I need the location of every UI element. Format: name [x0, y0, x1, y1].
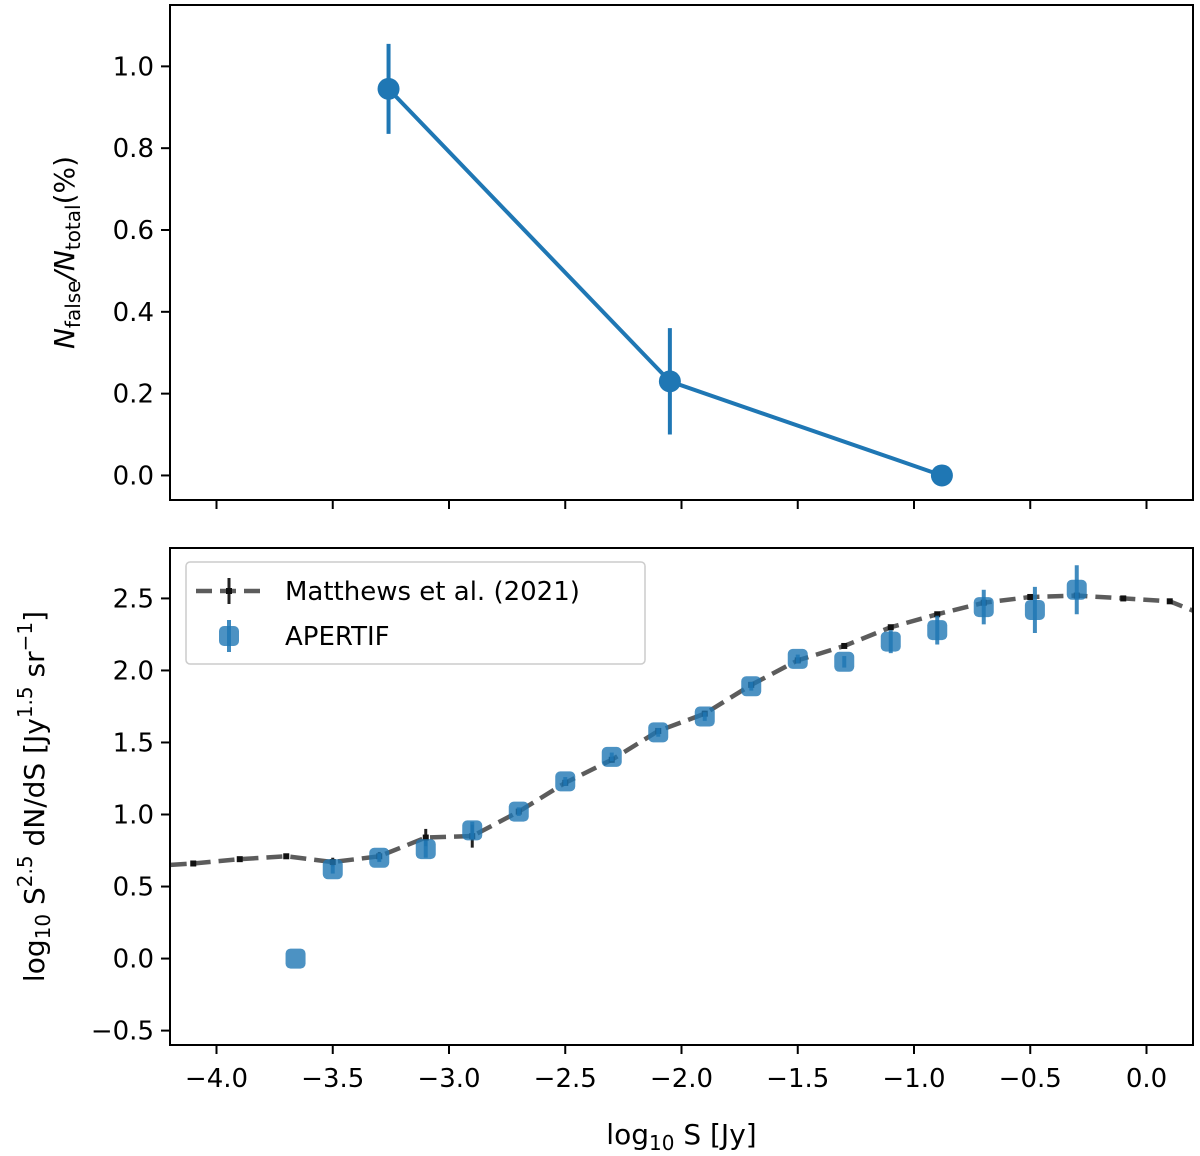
bottom-x-tick-label: −2.0: [650, 1064, 713, 1094]
top-y-axis-label: Nfalse/Ntotal(%): [48, 156, 85, 349]
bottom-y-tick-label: 2.0: [113, 656, 154, 686]
apertif-data-point: [322, 859, 343, 880]
ylabel-log-sub: 10: [31, 914, 55, 939]
ylabel-n: N: [48, 328, 81, 349]
ylabel-sub-false: false: [61, 281, 85, 329]
ylabel-sr: sr: [18, 651, 51, 686]
legend-apertif-icon: [219, 620, 239, 652]
bottom-x-tick-label: −3.0: [417, 1064, 480, 1094]
top-y-tick-label: 1.0: [113, 52, 154, 82]
bottom-x-tick-label: −1.0: [882, 1064, 945, 1094]
top-y-tick-label: 0.0: [113, 461, 154, 491]
bottom-y-tick-label: −0.5: [91, 1017, 154, 1047]
apertif-data-point: [834, 651, 855, 672]
bottom-x-tick-label: −0.5: [999, 1064, 1062, 1094]
ylabel-sub-total: total: [61, 204, 85, 250]
top-data-point: [377, 77, 400, 100]
ylabel-percent: (%): [48, 156, 81, 204]
bottom-y-tick-label: 1.5: [113, 728, 154, 758]
matthews-data-point: [1027, 593, 1034, 600]
xlabel-log: log: [606, 1118, 649, 1151]
apertif-data-point: [1024, 599, 1045, 620]
top-y-tick-label: 0.8: [113, 134, 154, 164]
apertif-data-point: [1066, 579, 1087, 600]
top-tick-labels: 0.0 0.2 0.4 0.6 0.8 1.0: [113, 52, 154, 491]
bottom-y-tick-label: 2.5: [113, 584, 154, 614]
apertif-data-point: [648, 722, 669, 743]
ylabel-s: S: [18, 887, 51, 914]
bottom-x-tick-label: −3.5: [301, 1064, 364, 1094]
legend: Matthews et al. (2021) APERTIF: [185, 561, 646, 665]
bottom-tick-labels: −4.0 −3.5 −3.0 −2.5 −2.0 −1.5 −1.0 −0.5 0.0 −0.5 0…: [91, 584, 1167, 1094]
ylabel-dnds: dN/dS [Jy: [18, 718, 51, 855]
xlabel-log-sub: 10: [649, 1131, 674, 1155]
bottom-x-tick-label: −1.5: [766, 1064, 829, 1094]
matthews-data-point: [422, 834, 429, 841]
top-y-tick-label: 0.4: [113, 298, 154, 328]
top-data-point: [658, 370, 681, 393]
matthews-data-point: [236, 856, 243, 863]
legend-matthews-label: Matthews et al. (2021): [285, 577, 580, 607]
matthews-data-point: [841, 642, 848, 649]
apertif-data-point: [415, 839, 436, 860]
bottom-y-tick-label: 0.5: [113, 873, 154, 903]
legend-apertif-label: APERTIF: [285, 622, 390, 652]
apertif-data-point: [694, 706, 715, 727]
legend-matthews-icon: [196, 578, 262, 604]
matthews-data-point: [1166, 598, 1173, 605]
top-series: [377, 43, 953, 487]
bottom-tick-marks: [161, 597, 1148, 1054]
matthews-data-point: [144, 863, 150, 869]
apertif-data-point: [787, 648, 808, 669]
apertif-data-point: [555, 771, 576, 792]
ylabel-sup-minus1: −1: [13, 622, 37, 651]
top-axes-frame: [169, 4, 1194, 501]
top-tick-marks: [161, 65, 1148, 509]
apertif-data-point: [508, 801, 529, 822]
apertif-series: [285, 565, 1087, 969]
bottom-x-tick-label: 0.0: [1126, 1064, 1167, 1094]
legend-box: [185, 561, 646, 665]
ylabel-sup-1-5: 1.5: [13, 686, 37, 718]
matthews-data-point: [1120, 595, 1127, 602]
bottom-x-tick-label: −4.0: [185, 1064, 248, 1094]
apertif-data-point: [369, 847, 390, 868]
bottom-panel: −4.0 −3.5 −3.0 −2.5 −2.0 −1.5 −1.0 −0.5 0.0 −0.5 0…: [13, 547, 1194, 1155]
ylabel-log: log: [18, 939, 51, 982]
ylabel-sup-2-5: 2.5: [13, 855, 37, 887]
apertif-data-point: [880, 631, 901, 652]
apertif-data-point: [462, 820, 483, 841]
top-y-tick-label: 0.2: [113, 380, 154, 410]
bottom-x-axis-label: log10 S [Jy]: [606, 1118, 756, 1155]
legend-apertif-marker: [219, 626, 239, 646]
ylabel-slash-n: /N: [48, 250, 81, 283]
apertif-data-point: [927, 620, 948, 641]
matthews-data-point: [887, 624, 894, 631]
legend-matthews-marker: [226, 588, 232, 594]
top-y-tick-label: 0.6: [113, 216, 154, 246]
matthews-data-point: [190, 860, 197, 867]
bottom-y-axis-label: log10 S2.5 dN/dS [Jy1.5 sr−1]: [13, 611, 55, 982]
apertif-data-point: [601, 746, 622, 767]
top-data-point: [930, 464, 953, 487]
bottom-y-tick-label: 0.0: [113, 945, 154, 975]
apertif-data-point: [973, 597, 994, 618]
top-series-line: [387, 87, 943, 478]
bottom-x-tick-label: −2.5: [534, 1064, 597, 1094]
bottom-axes-frame: [169, 547, 1194, 1046]
ylabel-bracket: ]: [18, 611, 51, 622]
matthews-data-point: [283, 853, 290, 860]
top-panel: 0.0 0.2 0.4 0.6 0.8 1.0 Nfalse/Ntotal(%): [48, 4, 1194, 509]
matthews-data-point: [934, 611, 941, 618]
xlabel-s-jy: S [Jy]: [674, 1118, 756, 1151]
apertif-data-point: [285, 948, 306, 969]
bottom-y-tick-label: 1.0: [113, 801, 154, 831]
apertif-data-point: [741, 676, 762, 697]
